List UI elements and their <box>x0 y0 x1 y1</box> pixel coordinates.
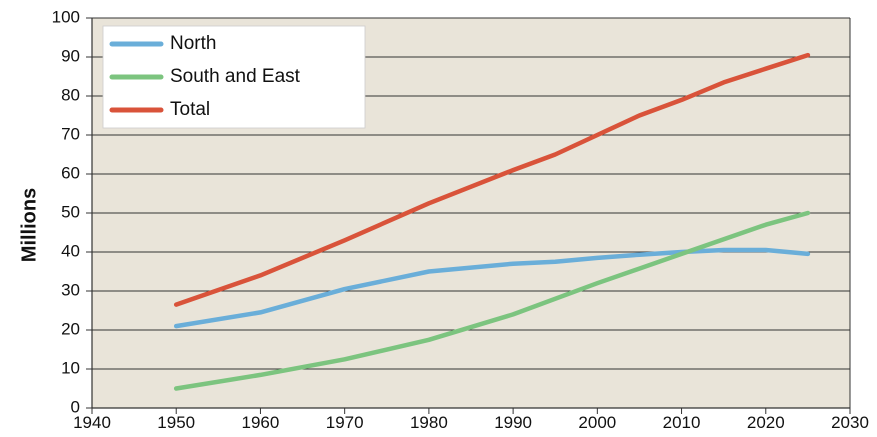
x-tick-label: 2000 <box>578 413 616 432</box>
y-tick-label: 100 <box>52 7 80 26</box>
y-tick-label: 50 <box>61 202 80 221</box>
series-line-south-and-east <box>173 210 811 391</box>
x-tick-label: 2030 <box>831 413 869 432</box>
y-axis-title: Millions <box>18 188 40 262</box>
x-tick-label: 2010 <box>663 413 701 432</box>
y-tick-label: 40 <box>61 241 80 260</box>
x-tick-labels: 1940 1950 1960 1970 1980 1990 2000 2010 2020 2030 <box>73 413 869 432</box>
y-tick-labels: 0 10 20 30 40 50 60 70 80 90 100 <box>52 7 80 416</box>
y-tick-label: 70 <box>61 124 80 143</box>
y-tick-label: 90 <box>61 46 80 65</box>
series-line-north <box>173 247 811 329</box>
legend-label-total: Total <box>170 99 210 120</box>
x-tick-label: 1940 <box>73 413 111 432</box>
legend: North South and East Total <box>102 25 366 129</box>
x-tick-label: 1960 <box>242 413 280 432</box>
y-tick-label: 80 <box>61 85 80 104</box>
y-tick-label: 60 <box>61 163 80 182</box>
legend-label-north: North <box>170 33 216 54</box>
axes <box>86 17 851 414</box>
x-tick-label: 2020 <box>747 413 785 432</box>
y-tick-label: 20 <box>61 319 80 338</box>
y-tick-label: 30 <box>61 280 80 299</box>
legend-label-south-and-east: South and East <box>170 66 301 87</box>
x-tick-label: 1980 <box>410 413 448 432</box>
x-tick-label: 1950 <box>157 413 195 432</box>
x-tick-label: 1970 <box>326 413 364 432</box>
series-lines <box>173 52 811 391</box>
y-tick-label: 10 <box>61 358 80 377</box>
x-tick-label: 1990 <box>494 413 532 432</box>
y-tick-label: 0 <box>71 397 80 416</box>
series-line-total <box>173 52 811 307</box>
